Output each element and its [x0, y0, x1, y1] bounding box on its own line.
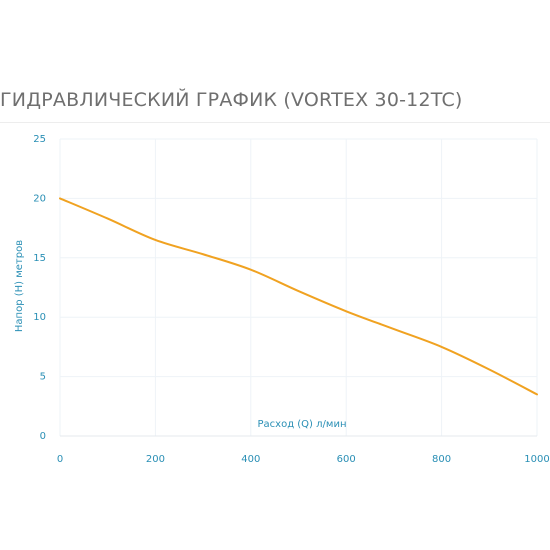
- y-tick-label: 25: [33, 134, 46, 145]
- chart-title: ГИДРАВЛИЧЕСКИЙ ГРАФИК (VORTEX 30-12TC): [0, 89, 463, 111]
- x-tick-label: 600: [337, 454, 356, 465]
- y-tick-label: 5: [40, 372, 46, 383]
- x-tick-labels: 0 200 400 600 800 1000: [57, 454, 550, 465]
- y-axis-label: Напор (Н) метров: [14, 240, 25, 332]
- series-group: [59, 197, 538, 396]
- series-line: [59, 197, 538, 396]
- x-tick-label: 200: [146, 454, 165, 465]
- x-tick-label: 0: [57, 454, 63, 465]
- x-axis-label: Расход (Q) л/мин: [258, 419, 347, 430]
- x-tick-label: 1000: [524, 454, 549, 465]
- title-divider: [0, 122, 550, 123]
- y-tick-labels: 0 5 10 15 20 25: [33, 134, 46, 442]
- y-tick-label: 0: [40, 431, 46, 442]
- x-tick-label: 800: [432, 454, 451, 465]
- y-tick-label: 20: [33, 193, 46, 204]
- y-tick-label: 10: [33, 312, 46, 323]
- grid-lines: [59, 138, 538, 437]
- x-tick-label: 400: [241, 454, 260, 465]
- y-tick-label: 15: [33, 253, 46, 264]
